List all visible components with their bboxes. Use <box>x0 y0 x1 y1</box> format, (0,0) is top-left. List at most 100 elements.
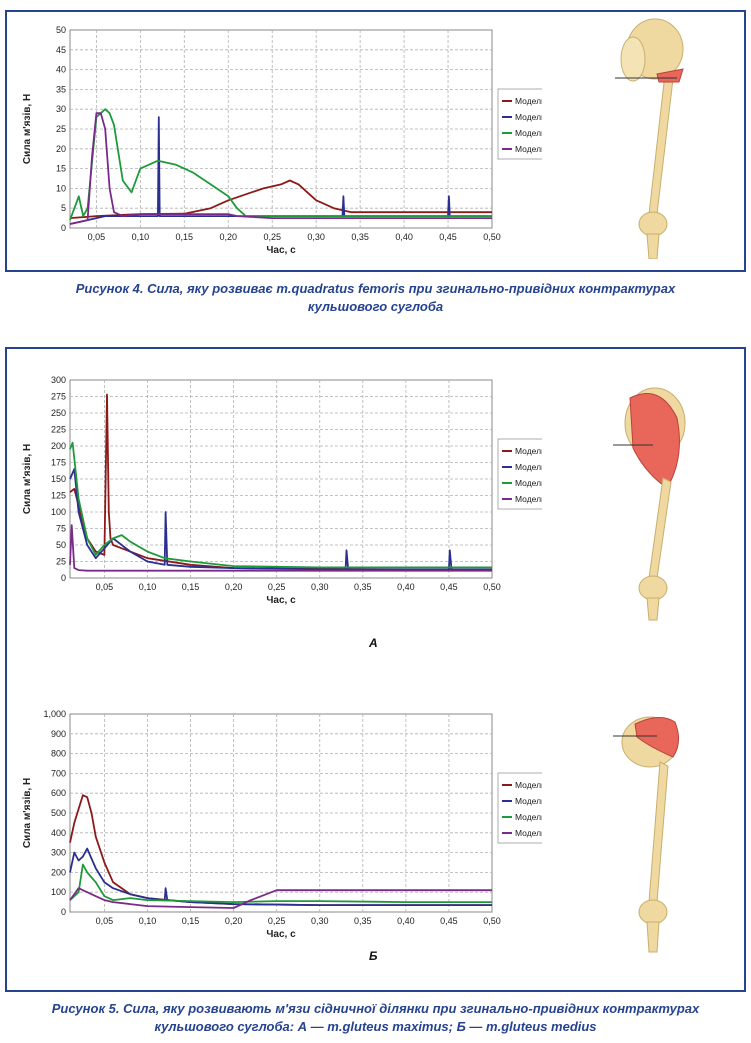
y-tick-label: 35 <box>56 84 66 94</box>
gluteus-maximus-illustration <box>613 387 686 621</box>
legend-entry: Модель 2 <box>515 796 542 806</box>
x-axis-label: Час, с <box>266 245 296 256</box>
figure5-caption-line1: Рисунок 5. Сила, яку розвивають м'язи сі… <box>51 1001 700 1016</box>
y-tick-label: 1,000 <box>43 709 66 719</box>
x-tick-label: 0,30 <box>307 232 325 242</box>
y-tick-label: 125 <box>51 491 66 501</box>
y-tick-label: 50 <box>56 540 66 550</box>
legend-entry: Модель 3 <box>515 812 542 822</box>
series-line-2 <box>69 847 492 907</box>
y-tick-label: 200 <box>51 867 66 877</box>
y-tick-label: 900 <box>51 729 66 739</box>
y-tick-label: 275 <box>51 392 66 402</box>
x-tick-label: 0,50 <box>483 582 501 592</box>
y-tick-label: 40 <box>56 65 66 75</box>
pelvis-icon <box>620 18 684 82</box>
x-tick-label: 0,20 <box>225 916 243 926</box>
gluteus-medius-illustration <box>613 716 679 953</box>
series-line-4 <box>69 112 492 225</box>
x-tick-label: 0,35 <box>351 232 369 242</box>
x-tick-label: 0,45 <box>440 582 458 592</box>
legend-entry: Модель 4 <box>515 494 542 504</box>
legend-entry: Модель 2 <box>515 462 542 472</box>
legend-entry: Модель N <box>515 780 542 790</box>
y-tick-label: 300 <box>51 848 66 858</box>
y-tick-label: 600 <box>51 788 66 798</box>
muscle-highlight-icon <box>629 393 680 489</box>
y-tick-label: 100 <box>51 887 66 897</box>
y-tick-label: 5 <box>61 203 66 213</box>
y-axis-label: Сила м'язів, Н <box>22 444 33 514</box>
x-tick-label: 0,50 <box>483 916 501 926</box>
legend-entry: Модель 2 <box>515 112 542 122</box>
y-tick-label: 500 <box>51 808 66 818</box>
figure5a-chart: 0 25 50 75 100 125 150 175 200 225 250 275 300 0,05 0,… <box>22 375 542 606</box>
legend-entry: Модель 4 <box>515 828 542 838</box>
y-tick-label: 150 <box>51 474 66 484</box>
y-tick-label: 0 <box>61 907 66 917</box>
y-tick-label: 30 <box>56 104 66 114</box>
y-tick-label: 400 <box>51 828 66 838</box>
x-tick-label: 0,05 <box>88 232 106 242</box>
x-tick-label: 0,15 <box>182 582 200 592</box>
series-line-1 <box>69 179 492 219</box>
y-tick-label: 25 <box>56 557 66 567</box>
y-tick-label: 0 <box>61 573 66 583</box>
x-tick-label: 0,35 <box>354 916 372 926</box>
x-tick-label: 0,45 <box>439 232 457 242</box>
legend-entry: Модель 4 <box>515 144 542 154</box>
x-tick-label: 0,20 <box>219 232 237 242</box>
series-line-4 <box>69 887 492 909</box>
y-axis-label: Сила м'язів, Н <box>22 94 33 164</box>
figure4-chart: 0 5 10 15 20 25 30 35 40 45 50 0,05 0,10 0,15 0,20 0,25… <box>22 25 542 256</box>
y-tick-label: 700 <box>51 768 66 778</box>
x-axis-label: Час, с <box>266 595 296 606</box>
x-tick-label: 0,15 <box>182 916 200 926</box>
x-tick-label: 0,10 <box>139 916 157 926</box>
x-tick-label: 0,40 <box>397 582 415 592</box>
y-tick-label: 75 <box>56 524 66 534</box>
muscle-highlight-icon <box>634 717 679 758</box>
figure4-caption-line2: кульшового суглоба <box>307 299 444 314</box>
y-axis-label: Сила м'язів, Н <box>22 778 33 848</box>
x-tick-label: 0,05 <box>96 916 114 926</box>
knee-icon <box>638 575 668 601</box>
series-line-3 <box>69 441 492 569</box>
x-tick-label: 0,15 <box>176 232 194 242</box>
y-tick-label: 25 <box>56 124 66 134</box>
x-tick-label: 0,25 <box>263 232 281 242</box>
figure5a-label: А <box>369 636 378 650</box>
series-line-3 <box>69 863 492 904</box>
series-line-4 <box>69 524 492 572</box>
femur-icon <box>648 73 674 215</box>
figure4-caption-line1: Рисунок 4. Сила, яку розвиває m.quadratu… <box>75 281 676 296</box>
x-tick-label: 0,20 <box>225 582 243 592</box>
series-line-2 <box>69 468 492 571</box>
knee-icon <box>638 899 668 925</box>
y-tick-label: 45 <box>56 45 66 55</box>
figure4-caption: Рисунок 4. Сила, яку розвиває m.quadratu… <box>0 280 751 316</box>
x-tick-label: 0,10 <box>139 582 157 592</box>
y-tick-label: 10 <box>56 183 66 193</box>
femur-icon <box>648 761 669 903</box>
x-tick-label: 0,40 <box>395 232 413 242</box>
x-tick-label: 0,10 <box>132 232 150 242</box>
x-tick-label: 0,05 <box>96 582 114 592</box>
x-tick-label: 0,45 <box>440 916 458 926</box>
y-tick-label: 200 <box>51 441 66 451</box>
quadratus-femoris-illustration <box>615 18 684 259</box>
muscle-highlight-icon <box>656 68 684 83</box>
x-tick-label: 0,50 <box>483 232 501 242</box>
figure5-caption-line2: кульшового суглоба: А — m.gluteus maximu… <box>154 1019 597 1034</box>
femur-icon <box>648 477 672 579</box>
legend-entry: Модель 3 <box>515 478 542 488</box>
x-tick-label: 0,40 <box>397 916 415 926</box>
figure5b-label: Б <box>369 949 378 963</box>
y-tick-label: 0 <box>61 223 66 233</box>
y-tick-label: 250 <box>51 408 66 418</box>
figure5b-chart: 0 100 200 300 400 500 600 700 800 900 1,000 0,05 0,1… <box>22 709 542 940</box>
y-tick-label: 50 <box>56 25 66 35</box>
x-tick-label: 0,30 <box>311 916 329 926</box>
y-tick-label: 100 <box>51 507 66 517</box>
y-tick-label: 300 <box>51 375 66 385</box>
